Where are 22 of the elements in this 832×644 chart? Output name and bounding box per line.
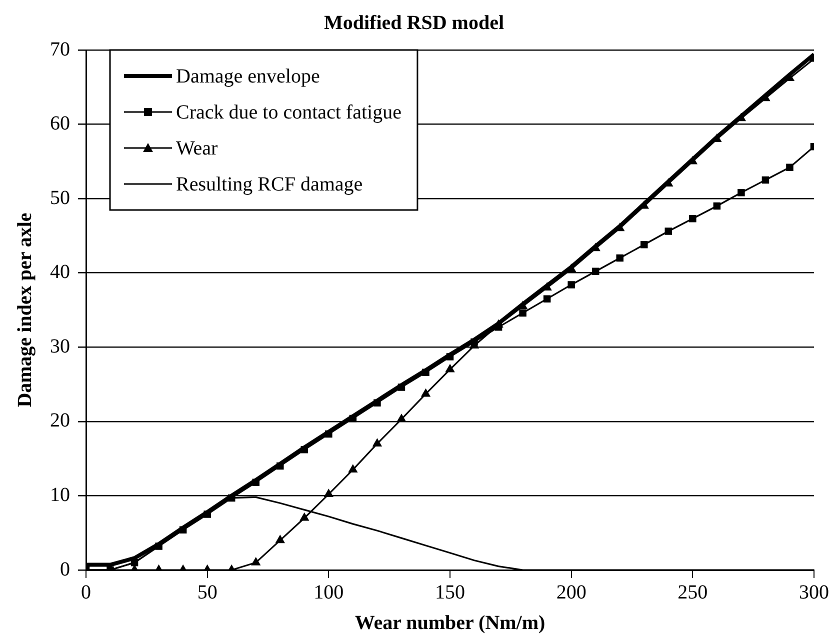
- chart-title: Modified RSD model: [324, 12, 504, 34]
- y-tick-label: 30: [50, 335, 70, 358]
- x-tick-label: 50: [197, 581, 218, 604]
- x-tick-label: 100: [314, 581, 344, 604]
- y-axis-title: Damage index per axle: [14, 212, 36, 408]
- x-tick-label: 0: [81, 581, 91, 604]
- x-tick-label: 300: [799, 581, 829, 604]
- y-tick-label: 20: [50, 410, 70, 432]
- y-tick-label: 50: [50, 186, 70, 209]
- y-tick-label: 40: [50, 261, 70, 284]
- x-tick-label: 150: [435, 581, 465, 604]
- legend-label: Resulting RCF damage: [176, 173, 363, 196]
- x-axis-title: Wear number (Nm/m): [354, 612, 546, 634]
- x-tick-label: 200: [556, 581, 586, 604]
- y-tick-label: 70: [50, 38, 70, 60]
- x-tick-label: 250: [678, 581, 708, 604]
- y-tick-label: 0: [60, 558, 70, 580]
- legend-label: Crack due to contact fatigue: [176, 101, 402, 124]
- legend-label: Wear: [176, 137, 218, 160]
- legend-label: Damage envelope: [176, 65, 320, 88]
- y-tick-label: 60: [50, 112, 70, 135]
- y-tick-label: 10: [50, 484, 70, 506]
